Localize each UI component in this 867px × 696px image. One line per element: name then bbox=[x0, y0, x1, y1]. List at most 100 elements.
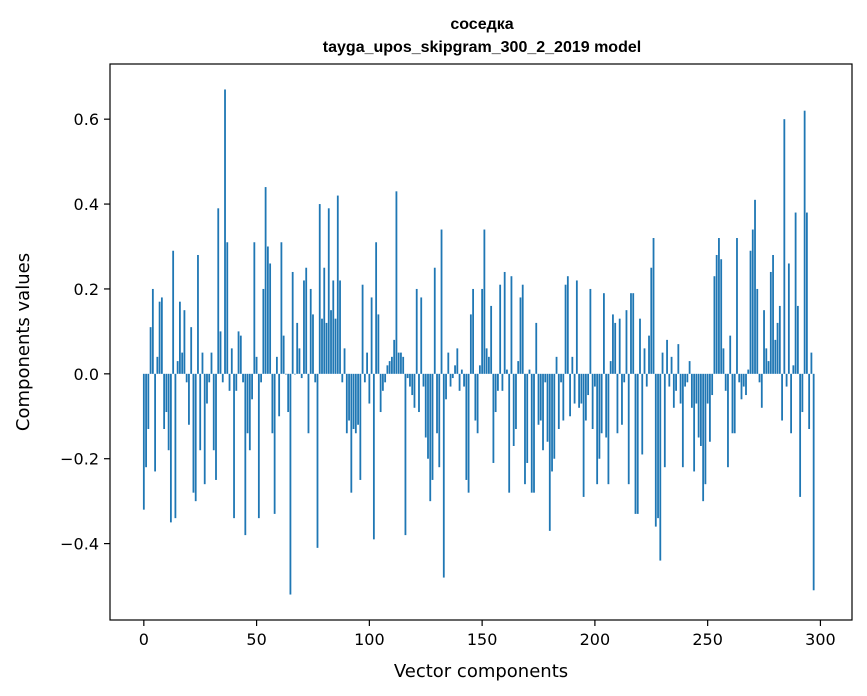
bar bbox=[260, 373, 262, 383]
bar bbox=[600, 373, 603, 434]
bar bbox=[499, 284, 502, 374]
bar bbox=[485, 348, 488, 374]
bar bbox=[341, 373, 344, 383]
bar bbox=[188, 373, 190, 425]
bar bbox=[208, 373, 211, 383]
bar bbox=[733, 373, 736, 434]
bar bbox=[185, 373, 188, 383]
bar bbox=[722, 348, 725, 374]
bar bbox=[544, 373, 547, 383]
bar bbox=[632, 293, 635, 374]
bar bbox=[702, 373, 705, 502]
bar bbox=[776, 322, 779, 374]
bar bbox=[427, 373, 429, 459]
bar bbox=[512, 373, 515, 446]
bar bbox=[192, 373, 195, 493]
bar bbox=[176, 361, 179, 374]
bar bbox=[621, 373, 623, 425]
chart-subtitle: tayga_upos_skipgram_300_2_2019 model bbox=[323, 39, 641, 56]
bar bbox=[542, 373, 544, 451]
bar bbox=[309, 288, 312, 374]
bar bbox=[179, 301, 181, 374]
bar bbox=[465, 373, 468, 480]
bar bbox=[372, 373, 375, 540]
bar bbox=[571, 356, 574, 374]
x-tick-label: 100 bbox=[354, 630, 385, 649]
bar bbox=[321, 318, 323, 374]
bar bbox=[677, 344, 680, 374]
bar bbox=[603, 293, 605, 374]
bar bbox=[316, 373, 319, 548]
bar bbox=[584, 373, 587, 421]
bar bbox=[742, 373, 745, 387]
bar bbox=[666, 339, 668, 374]
bar bbox=[391, 356, 393, 374]
bar bbox=[715, 254, 718, 374]
bar bbox=[736, 238, 738, 374]
bar bbox=[197, 254, 199, 374]
bar bbox=[533, 373, 535, 493]
bar bbox=[614, 322, 617, 374]
bar bbox=[630, 293, 632, 374]
bar bbox=[458, 373, 461, 391]
bar bbox=[221, 373, 224, 383]
y-tick-label: 0.0 bbox=[74, 365, 99, 384]
bar bbox=[503, 271, 506, 374]
bar bbox=[713, 276, 716, 374]
bar bbox=[420, 297, 423, 374]
x-tick-label: 300 bbox=[805, 630, 836, 649]
bar bbox=[560, 373, 562, 383]
bar bbox=[323, 267, 326, 374]
bar bbox=[636, 373, 639, 514]
bar bbox=[483, 229, 486, 374]
bar bbox=[562, 373, 565, 421]
bar bbox=[808, 373, 811, 430]
bar bbox=[803, 110, 806, 374]
bar bbox=[720, 259, 723, 374]
bar bbox=[381, 373, 384, 391]
bar bbox=[643, 348, 646, 374]
bar bbox=[575, 280, 578, 374]
bar bbox=[790, 373, 792, 434]
bar bbox=[174, 373, 177, 519]
bar bbox=[758, 373, 761, 383]
bar bbox=[747, 369, 750, 374]
bar bbox=[738, 373, 741, 383]
bar bbox=[411, 373, 414, 396]
bar bbox=[760, 373, 763, 408]
bar bbox=[271, 373, 274, 434]
bar bbox=[535, 322, 538, 374]
y-axis-ticks: −0.4 −0.2 0.0 0.2 0.4 0.6 bbox=[60, 110, 110, 554]
bar bbox=[805, 212, 808, 374]
bar bbox=[300, 373, 303, 379]
bar bbox=[469, 314, 472, 374]
bar bbox=[675, 373, 677, 391]
bar bbox=[686, 373, 689, 383]
bar bbox=[348, 373, 350, 421]
bar bbox=[264, 187, 267, 374]
bar bbox=[799, 373, 802, 497]
bar bbox=[433, 267, 436, 374]
chart-title: соседка bbox=[450, 16, 513, 33]
bar bbox=[530, 373, 533, 493]
bar bbox=[569, 373, 571, 417]
bar bbox=[706, 373, 709, 404]
bar bbox=[785, 373, 788, 387]
bar bbox=[704, 373, 707, 485]
bar bbox=[709, 373, 711, 442]
bar bbox=[429, 373, 432, 502]
bar bbox=[343, 348, 346, 374]
bar bbox=[242, 373, 244, 383]
bar bbox=[681, 373, 684, 468]
bar bbox=[754, 199, 756, 374]
bar bbox=[325, 322, 328, 374]
bar bbox=[521, 284, 524, 374]
bar bbox=[456, 348, 459, 374]
bar bbox=[379, 373, 382, 413]
bar bbox=[224, 89, 226, 374]
bar bbox=[303, 280, 305, 374]
bar bbox=[695, 373, 698, 404]
bar bbox=[248, 373, 251, 451]
bar bbox=[445, 373, 447, 400]
bar bbox=[334, 318, 337, 374]
